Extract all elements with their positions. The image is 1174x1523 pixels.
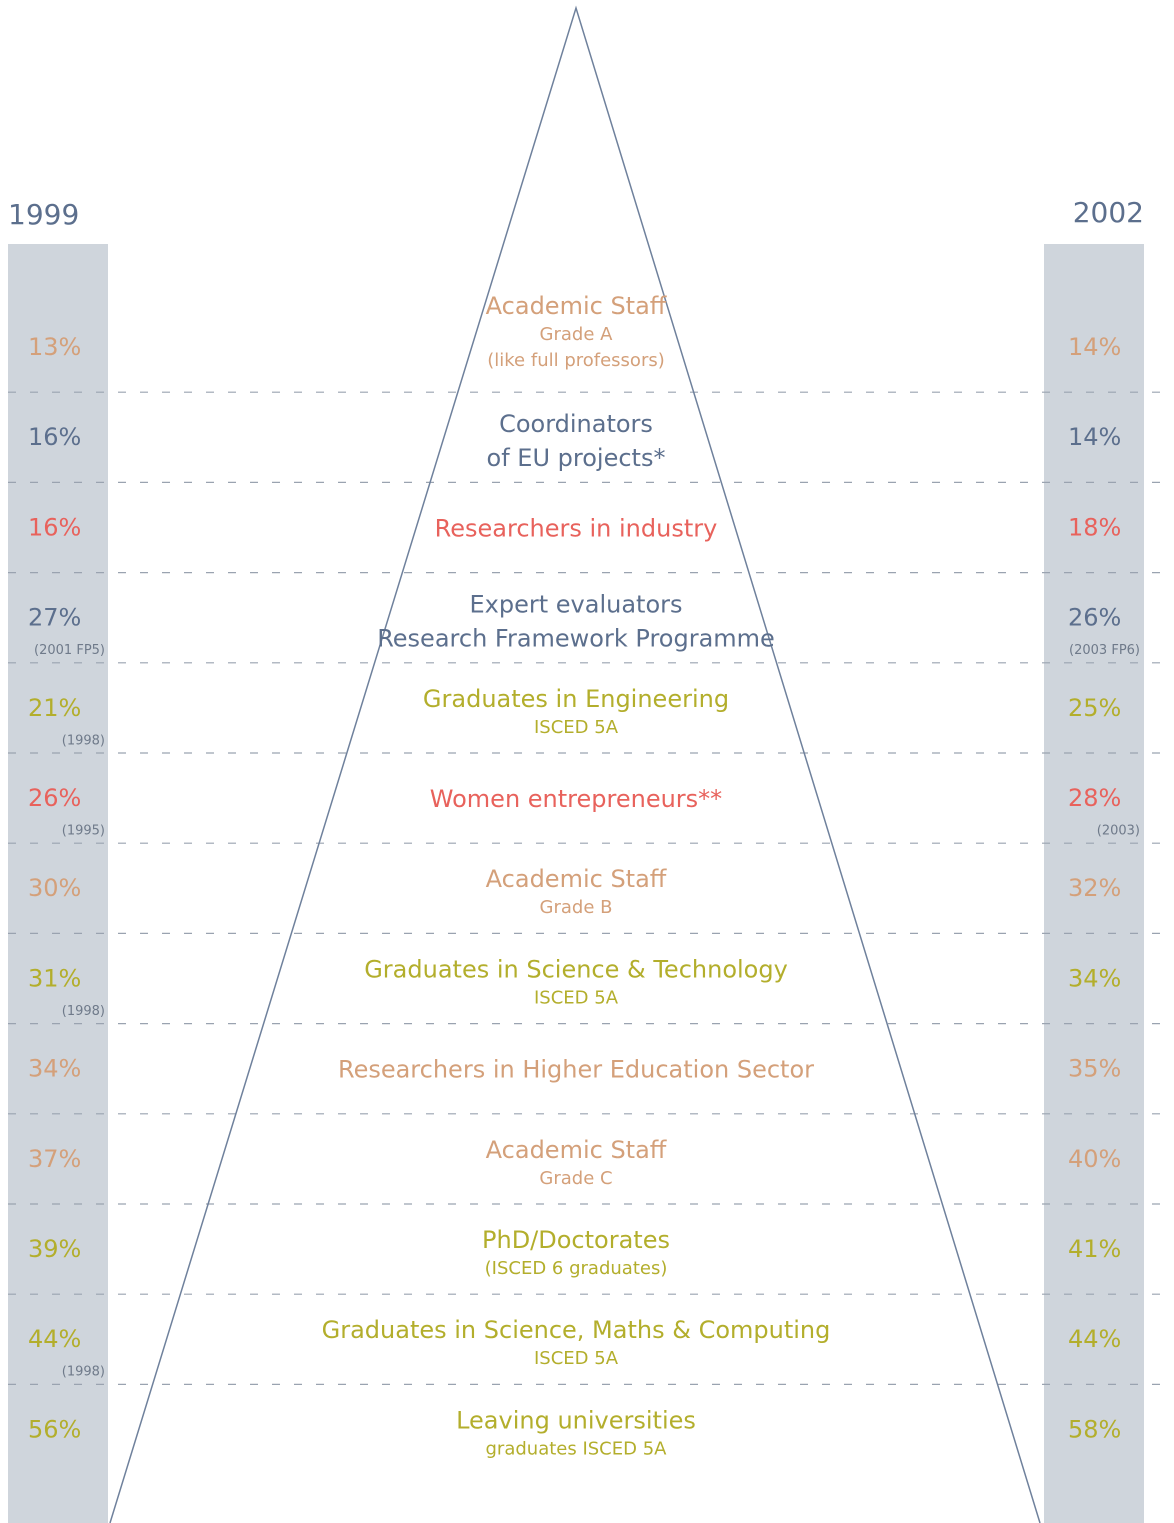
row-subtitle: ISCED 5A: [534, 1348, 619, 1369]
right-value: 44%: [1068, 1325, 1121, 1353]
row-subtitle: Grade C: [539, 1168, 612, 1189]
right-value: 41%: [1068, 1235, 1121, 1263]
right-value: 26%: [1068, 604, 1121, 632]
right-year: 2002: [1073, 196, 1144, 229]
left-value: 26%: [28, 784, 81, 812]
row-title: Researchers in industry: [435, 514, 718, 542]
left-value: 27%: [28, 604, 81, 632]
right-column: [1044, 244, 1144, 1523]
row-title: Researchers in Higher Education Sector: [338, 1056, 814, 1084]
left-note: (1998): [62, 733, 105, 748]
left-note: (1998): [62, 1365, 105, 1380]
left-value: 21%: [28, 694, 81, 722]
left-column: [8, 244, 108, 1523]
row-title: Academic Staff: [486, 1136, 667, 1164]
row-title: Graduates in Science, Maths & Computing: [322, 1316, 831, 1344]
right-note: (2003 FP6): [1069, 643, 1140, 658]
left-value: 34%: [28, 1055, 81, 1083]
left-note: (1998): [62, 1004, 105, 1019]
left-value: 37%: [28, 1145, 81, 1173]
row-title: of EU projects*: [487, 444, 666, 472]
row-title: Women entrepreneurs**: [430, 785, 722, 813]
row-title: Research Framework Programme: [377, 625, 775, 653]
row-subtitle: ISCED 5A: [534, 987, 619, 1008]
row-title: Leaving universities: [456, 1406, 696, 1434]
row-title: Graduates in Science & Technology: [364, 955, 788, 983]
right-value: 14%: [1068, 333, 1121, 361]
right-value: 25%: [1068, 694, 1121, 722]
right-value: 18%: [1068, 513, 1121, 541]
right-value: 58%: [1068, 1415, 1121, 1443]
left-value: 30%: [28, 874, 81, 902]
left-value: 39%: [28, 1235, 81, 1263]
row-title: Academic Staff: [486, 292, 667, 320]
right-value: 35%: [1068, 1055, 1121, 1083]
row-title: PhD/Doctorates: [482, 1226, 670, 1254]
right-note: (2003): [1097, 824, 1140, 839]
row-title: Expert evaluators: [470, 591, 683, 619]
right-value: 34%: [1068, 964, 1121, 992]
row-subtitle: Grade B: [540, 897, 613, 918]
row-subtitle: ISCED 5A: [534, 717, 619, 738]
right-value: 40%: [1068, 1145, 1121, 1173]
pyramid-outline: [109, 5, 1041, 1523]
left-note: (2001 FP5): [34, 643, 105, 658]
left-year: 1999: [8, 198, 79, 231]
row-title: Academic Staff: [486, 865, 667, 893]
left-value: 16%: [28, 513, 81, 541]
row-title: Coordinators: [499, 410, 653, 438]
row-subtitle: graduates ISCED 5A: [486, 1438, 668, 1459]
left-value: 56%: [28, 1415, 81, 1443]
row-subtitle: Grade A: [540, 324, 614, 345]
left-value: 13%: [28, 333, 81, 361]
right-value: 28%: [1068, 784, 1121, 812]
row-title: Graduates in Engineering: [423, 685, 729, 713]
left-value: 31%: [28, 964, 81, 992]
row-subtitle: (ISCED 6 graduates): [485, 1258, 668, 1279]
row-subtitle: (like full professors): [487, 350, 665, 371]
left-value: 16%: [28, 423, 81, 451]
left-value: 44%: [28, 1325, 81, 1353]
row-separators: [8, 391, 1174, 1386]
right-value: 32%: [1068, 874, 1121, 902]
right-value: 14%: [1068, 423, 1121, 451]
left-note: (1995): [62, 824, 105, 839]
